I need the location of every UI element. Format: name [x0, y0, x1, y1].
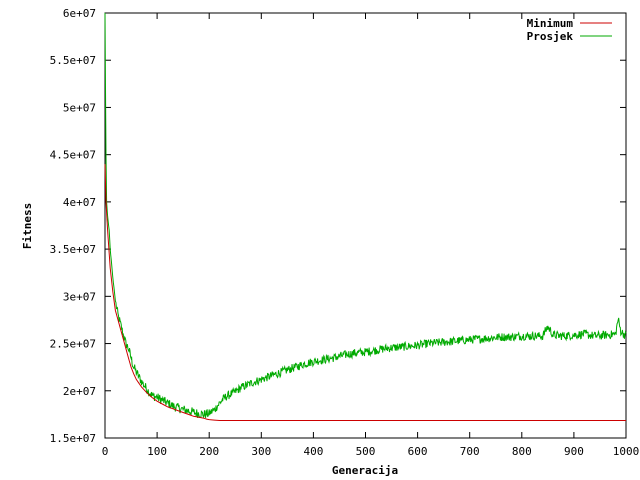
x-tick-label: 1000: [613, 445, 640, 458]
y-tick-label: 3.5e+07: [50, 243, 96, 256]
x-tick-label: 200: [199, 445, 219, 458]
x-tick-label: 700: [460, 445, 480, 458]
legend-label-prosjek: Prosjek: [527, 30, 574, 43]
y-tick-label: 6e+07: [63, 7, 96, 20]
plot-frame: [104, 12, 627, 439]
legend-label-minimum: Minimum: [527, 17, 574, 30]
y-tick-label: 2.5e+07: [50, 338, 96, 351]
x-axis-ticks: 0 100 200 300 400 500 600 700 800 900 1000: [102, 13, 640, 458]
x-tick-label: 600: [408, 445, 428, 458]
y-axis-title: Fitness: [21, 203, 34, 249]
y-tick-label: 4e+07: [63, 196, 96, 209]
x-tick-label: 0: [102, 445, 109, 458]
y-tick-label: 5e+07: [63, 101, 96, 114]
series-layer: [104, 12, 627, 421]
series-line-prosjek: [104, 12, 627, 419]
x-tick-label: 900: [564, 445, 584, 458]
x-tick-label: 500: [356, 445, 376, 458]
x-tick-label: 800: [512, 445, 532, 458]
y-tick-label: 3e+07: [63, 290, 96, 303]
y-axis-ticks: 1.5e+07 2e+07 2.5e+07 3e+07 3.5e+07 4e+07 4.5e…: [50, 7, 626, 445]
series-line-minimum: [104, 164, 626, 421]
y-tick-label: 1.5e+07: [50, 432, 96, 445]
y-tick-label: 5.5e+07: [50, 54, 96, 67]
x-tick-label: 100: [147, 445, 167, 458]
x-tick-label: 300: [251, 445, 271, 458]
y-tick-label: 4.5e+07: [50, 149, 96, 162]
x-axis-title: Generacija: [332, 464, 398, 477]
y-tick-label: 2e+07: [63, 385, 96, 398]
x-tick-label: 400: [303, 445, 323, 458]
